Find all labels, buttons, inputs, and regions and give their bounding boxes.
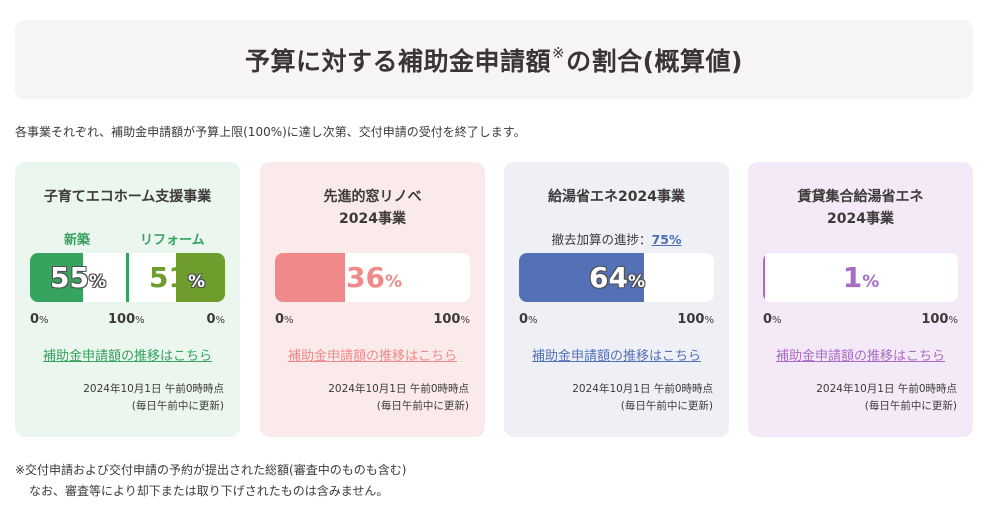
scale-left: 0% <box>519 312 538 327</box>
card-title-line1: 賃貸集合給湯省エネ <box>797 189 924 205</box>
footnote: ※交付申請および交付申請の予約が提出された総額(審査中のものも含む) なお、審査… <box>15 460 406 502</box>
timestamp-update-note: (毎日午前中に更新) <box>620 400 713 412</box>
history-link[interactable]: 補助金申請額の推移はこちら <box>531 349 701 364</box>
progress-bar-reform: 51% <box>129 253 225 302</box>
progress-bar: 1% <box>763 253 958 302</box>
percent-value: 1% <box>842 261 880 294</box>
progress-bar: 64% <box>519 253 714 302</box>
card-title: 先進的窓リノベ 2024事業 <box>260 186 485 230</box>
history-link[interactable]: 補助金申請額の推移はこちら <box>42 349 212 364</box>
progress-fill <box>519 253 644 302</box>
timestamp: 2024年10月1日 午前0時時点 (毎日午前中に更新) <box>816 381 957 415</box>
percent-reform: 51% <box>148 261 205 294</box>
label-new-build: 新築 <box>64 233 91 248</box>
timestamp: 2024年10月1日 午前0時時点 (毎日午前中に更新) <box>328 381 469 415</box>
removal-progress: 撤去加算の進捗：75% <box>504 229 729 248</box>
history-link[interactable]: 補助金申請額の推移はこちら <box>775 349 945 364</box>
label-reform: リフォーム <box>140 233 205 248</box>
percent-new-build: 55% <box>49 261 106 294</box>
timestamp-date: 2024年10月1日 午前0時時点 <box>572 383 713 395</box>
title-footnote-mark: ※ <box>552 43 566 62</box>
card-madoreno-2024: 先進的窓リノベ 2024事業 36% 0% 100% 補助金申請額の推移はこちら … <box>260 162 485 437</box>
progress-fill-reform <box>176 253 225 302</box>
progress-fill <box>275 253 346 302</box>
card-title: 給湯省エネ2024事業 <box>548 189 685 205</box>
scale-left: 0% <box>763 312 782 327</box>
history-link[interactable]: 補助金申請額の推移はこちら <box>287 349 457 364</box>
removal-progress-value[interactable]: 75% <box>651 232 682 247</box>
percent-value: 36% <box>345 261 402 294</box>
removal-progress-label: 撤去加算の進捗： <box>551 232 652 247</box>
card-title-line1: 先進的窓リノベ <box>323 189 422 205</box>
scale-left: 0% <box>275 312 294 327</box>
card-title: 賃貸集合給湯省エネ 2024事業 <box>748 186 973 230</box>
page-title: 予算に対する補助金申請額※の割合(概算値) <box>245 42 743 78</box>
scale-right: 100% <box>921 312 958 327</box>
progress-fill <box>763 253 766 302</box>
footnote-line1: ※交付申請および交付申請の予約が提出された総額(審査中のものも含む) <box>15 463 407 477</box>
timestamp-date: 2024年10月1日 午前0時時点 <box>328 383 469 395</box>
card-title-line2: 2024事業 <box>827 211 894 227</box>
timestamp: 2024年10月1日 午前0時時点 (毎日午前中に更新) <box>572 381 713 415</box>
card-chintai-shugo-2024: 賃貸集合給湯省エネ 2024事業 1% 0% 100% 補助金申請額の推移はこちら… <box>748 162 973 437</box>
scale-mid: 100% <box>108 312 145 327</box>
card-title-line2: 2024事業 <box>339 211 406 227</box>
progress-fill-new-build <box>30 253 83 302</box>
timestamp-update-note: (毎日午前中に更新) <box>376 400 469 412</box>
footnote-line2: なお、審査等により却下または取り下げされたものは含みません。 <box>29 484 389 498</box>
timestamp: 2024年10月1日 午前0時時点 (毎日午前中に更新) <box>83 381 224 415</box>
scale-left: 0% <box>30 312 49 327</box>
scale-right: 100% <box>433 312 470 327</box>
timestamp-update-note: (毎日午前中に更新) <box>864 400 957 412</box>
timestamp-update-note: (毎日午前中に更新) <box>131 400 224 412</box>
title-main: 予算に対する補助金申請額 <box>245 46 552 76</box>
progress-bar-new-build: 55% <box>30 253 126 302</box>
bar-divider <box>126 253 129 302</box>
progress-bar: 36% <box>275 253 470 302</box>
card-kosodate-eco-home: 子育てエコホーム支援事業 新築 リフォーム 55% 51% 0% 100% 0%… <box>15 162 240 437</box>
percent-value: 64% <box>588 261 645 294</box>
card-title: 子育てエコホーム支援事業 <box>43 189 212 205</box>
title-banner: 予算に対する補助金申請額※の割合(概算値) <box>15 20 973 99</box>
scale-right: 100% <box>677 312 714 327</box>
scale-right: 0% <box>206 312 225 327</box>
card-kyuto-shoene-2024: 給湯省エネ2024事業 撤去加算の進捗：75% 64% 0% 100% 補助金申… <box>504 162 729 437</box>
timestamp-date: 2024年10月1日 午前0時時点 <box>816 383 957 395</box>
title-tail: の割合(概算値) <box>566 46 743 76</box>
intro-text: 各事業それぞれ、補助金申請額が予算上限(100%)に達し次第、交付申請の受付を終… <box>15 125 526 139</box>
timestamp-date: 2024年10月1日 午前0時時点 <box>83 383 224 395</box>
progress-bar-double: 55% 51% <box>30 253 225 302</box>
